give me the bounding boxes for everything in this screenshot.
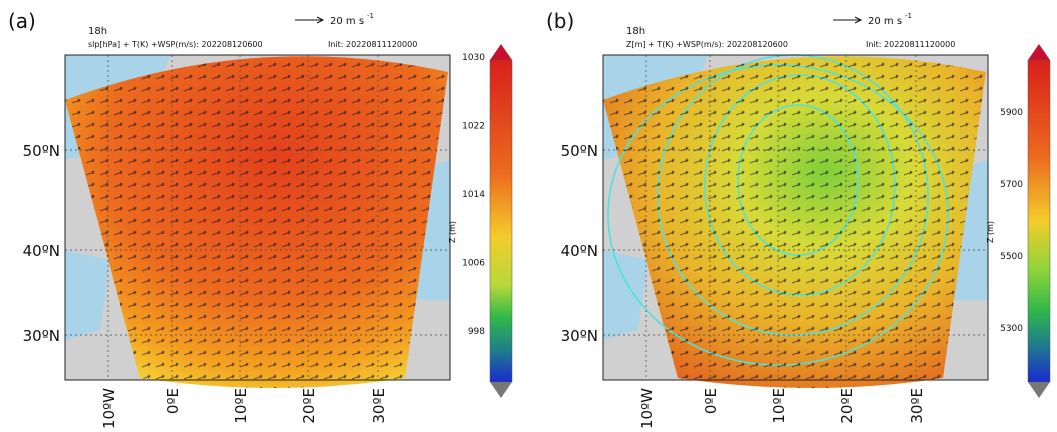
panel: (a) 18h slp[hPa] + T(K) +WSP(m/s): 2022081… [8,9,513,429]
init: Init: 20220811120000 [866,40,955,49]
time: 18h [626,26,645,37]
wind-vectors [65,56,448,388]
subtitle: slp[hPa] + T(K) +WSP(m/s): 202208120600 [88,40,263,49]
lon-label: 10ºE [232,388,250,424]
lat-label: 40ºN [561,242,598,260]
map-frame [602,54,989,381]
time: 18h [88,26,107,37]
colorbar-tick-label: 5300 [1000,324,1023,334]
subtitle: Z[m] + T(K) +WSP(m/s): 202208120600 [626,40,788,49]
lon-label: 30ºE [908,388,926,424]
lat-label: 30ºN [561,327,598,345]
sea [65,250,110,340]
colorbar-top [490,44,512,60]
lon-label: 20ºE [838,388,856,424]
lat-label: 40ºN [23,242,60,260]
colorbar-tick-label: 1030 [462,53,485,63]
map-frame [64,54,451,381]
lon-label: 0ºE [164,388,182,414]
colorbar-top [1028,44,1050,60]
colorbar-tick-label: 1022 [462,122,485,132]
colorbar-tick-label: 1006 [462,259,485,269]
wind-vectors [603,56,986,388]
scale-label: 20 m s [330,16,364,27]
colorbar-tick-label: 1014 [462,190,485,200]
scale-exponent: -1 [905,12,912,20]
lon-label: 10ºE [770,388,788,424]
colorbar [1027,59,1051,383]
colorbar-bottom [1028,382,1050,398]
scale-arrowhead [854,16,863,24]
colorbar [489,59,513,383]
panel: (b) 18h Z[m] + T(K) +WSP(m/s): 20220812060… [546,9,1051,429]
colorbar-label: Z (m) [986,221,995,243]
lon-label: 30ºE [370,388,388,424]
colorbar-tick-label: 5700 [1000,180,1023,190]
scale-arrowhead [316,16,325,24]
panel-label: (b) [546,9,574,33]
lon-label: 10ºW [100,388,118,429]
colorbar-tick-label: 5500 [1000,252,1023,262]
colorbar-label: Z (m) [448,221,457,243]
init: Init: 20220811120000 [328,40,417,49]
lon-label: 0ºE [702,388,720,414]
colorbar-tick-label: 5900 [1000,108,1023,118]
scale-label: 20 m s [868,16,902,27]
lon-label: 20ºE [300,388,318,424]
lat-label: 50ºN [561,142,598,160]
sea [603,250,648,340]
lat-label: 50ºN [23,142,60,160]
lon-label: 10ºW [638,388,656,429]
colorbar-bottom [490,382,512,398]
lat-label: 30ºN [23,327,60,345]
scale-exponent: -1 [367,12,374,20]
colorbar-tick-label: 998 [468,327,485,337]
panel-label: (a) [8,9,36,33]
